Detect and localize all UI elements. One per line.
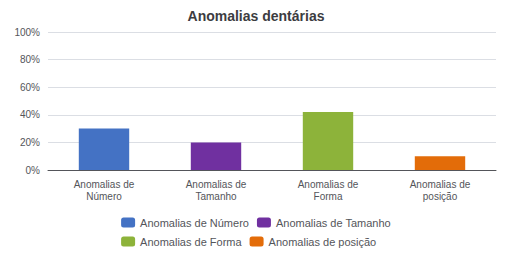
svg-text:Anomalias de posição: Anomalias de posição	[269, 236, 377, 248]
svg-text:Anomalias de Número: Anomalias de Número	[140, 217, 249, 229]
svg-text:80%: 80%	[20, 54, 40, 65]
svg-text:Número: Número	[86, 191, 122, 202]
svg-text:100%: 100%	[14, 27, 40, 38]
svg-text:Anomalias de: Anomalias de	[186, 179, 247, 190]
svg-text:0%: 0%	[26, 165, 41, 176]
svg-text:Anomalias de: Anomalias de	[298, 179, 359, 190]
svg-text:Anomalias de Tamanho: Anomalias de Tamanho	[276, 217, 391, 229]
svg-text:Forma: Forma	[314, 191, 343, 202]
svg-text:Anomalias dentárias: Anomalias dentárias	[188, 8, 325, 24]
svg-text:Anomalias de: Anomalias de	[74, 179, 135, 190]
svg-text:Anomalias de Forma: Anomalias de Forma	[140, 236, 242, 248]
svg-text:20%: 20%	[20, 137, 40, 148]
svg-text:60%: 60%	[20, 82, 40, 93]
svg-text:40%: 40%	[20, 109, 40, 120]
svg-text:Tamanho: Tamanho	[195, 191, 237, 202]
svg-text:posição: posição	[423, 191, 458, 202]
svg-text:Anomalias de: Anomalias de	[410, 179, 471, 190]
